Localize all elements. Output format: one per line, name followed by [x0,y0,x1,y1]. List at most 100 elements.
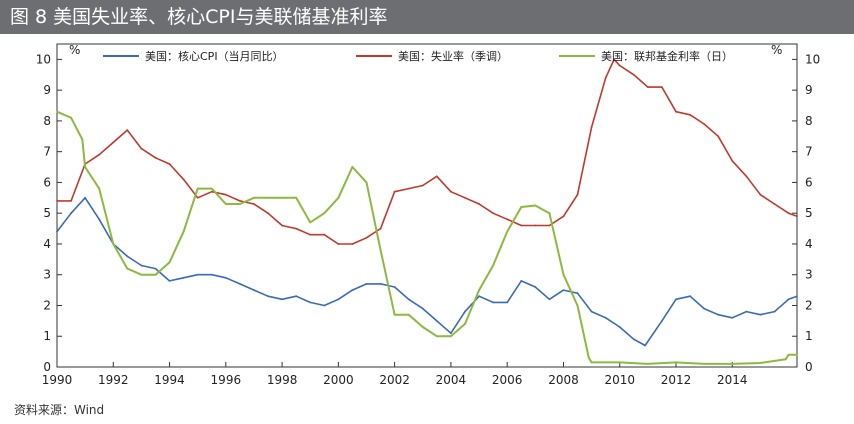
data-point [112,141,115,144]
data-point [182,230,185,233]
right-axis: 0 1 2 3 4 5 6 7 8 9 10 [792,52,820,374]
data-point [618,361,621,364]
left-axis-unit: % [69,43,80,57]
data-point [759,362,762,364]
x-tick-label: 1998 [267,373,298,387]
data-point [478,295,480,298]
data-point [70,200,72,202]
x-tick-label: 1994 [154,373,185,387]
series-line [57,58,798,245]
data-point [520,280,523,282]
data-point [295,196,298,199]
data-point [590,310,593,313]
data-point [365,236,368,239]
left-tick-label: 0 [43,360,51,374]
right-tick-label: 3 [805,268,813,282]
data-point [534,204,537,207]
x-tick-label: 2010 [604,373,635,387]
data-point [351,289,354,291]
data-point [435,320,438,322]
series-line [56,110,797,365]
data-point [548,212,551,215]
data-point [784,358,787,361]
data-point [421,307,424,310]
data-point [210,190,213,193]
legend-label: 美国：失业率（季调） [398,49,508,63]
data-point [759,313,762,316]
x-tick-label: 2014 [717,373,748,387]
data-point [632,338,635,341]
source-note: 资料来源：Wind [14,403,105,417]
data-point [675,361,677,364]
data-point [644,344,646,347]
data-point [253,289,255,291]
data-point [773,203,776,205]
data-point [689,113,691,116]
legend-label: 美国：核心CPI（当月同比） [145,49,284,63]
left-tick-label: 3 [43,268,51,282]
data-point [703,363,705,365]
data-point [84,166,86,168]
data-point [112,243,115,245]
data-point [450,190,452,193]
data-point [70,116,72,119]
data-point [224,276,227,279]
right-tick-label: 6 [805,175,813,189]
data-point [224,193,227,196]
series-layer [56,58,798,365]
data-point [492,301,494,304]
data-point [309,221,312,224]
data-point [140,147,143,150]
data-point [618,326,621,328]
x-axis: 1990 1992 1994 1996 1998 2000 2002 2004 2006 2008… [42,362,748,387]
right-tick-label: 2 [805,298,813,312]
data-point [675,110,677,113]
x-tick-label: 2000 [323,373,354,387]
x-tick-label: 2008 [548,373,579,387]
right-axis-unit: % [771,43,782,57]
data-point [703,123,705,125]
data-point [281,196,283,199]
data-point [281,298,283,301]
data-point [393,190,396,193]
data-point [56,110,58,113]
data-point [295,227,298,230]
data-point [56,230,58,233]
data-point [98,218,101,221]
right-tick-label: 7 [805,145,813,159]
data-point [407,298,410,301]
data-point [731,316,734,319]
data-point [548,224,551,227]
data-point [632,73,635,76]
data-point [613,58,615,61]
data-point [168,163,171,165]
data-point [534,286,537,288]
data-point [239,203,241,205]
data-point [689,295,691,298]
legend-label: 美国：联邦基金利率（日） [601,49,733,63]
data-point [661,320,663,322]
data-point [309,301,312,304]
data-point [590,361,593,364]
data-point [56,200,58,202]
left-tick-label: 4 [43,237,51,251]
data-point [647,86,649,88]
data-point [210,273,213,276]
data-point [745,175,748,178]
left-tick-label: 10 [36,52,51,66]
series-line [56,197,798,347]
data-point [407,187,410,190]
left-tick-label: 9 [43,83,51,97]
chart-title: 图 8 美国失业率、核心CPI与美联储基准利率 [10,6,388,28]
data-point [154,267,157,270]
data-point [379,283,382,285]
x-tick-label: 2002 [379,373,410,387]
data-point [393,313,396,316]
data-point [407,313,410,316]
data-point [239,200,241,202]
data-point [253,196,255,199]
data-point [745,310,748,313]
left-axis: 0 1 2 3 4 5 6 7 8 9 10 [36,52,62,374]
right-tick-label: 9 [805,83,813,97]
data-point [323,233,326,236]
